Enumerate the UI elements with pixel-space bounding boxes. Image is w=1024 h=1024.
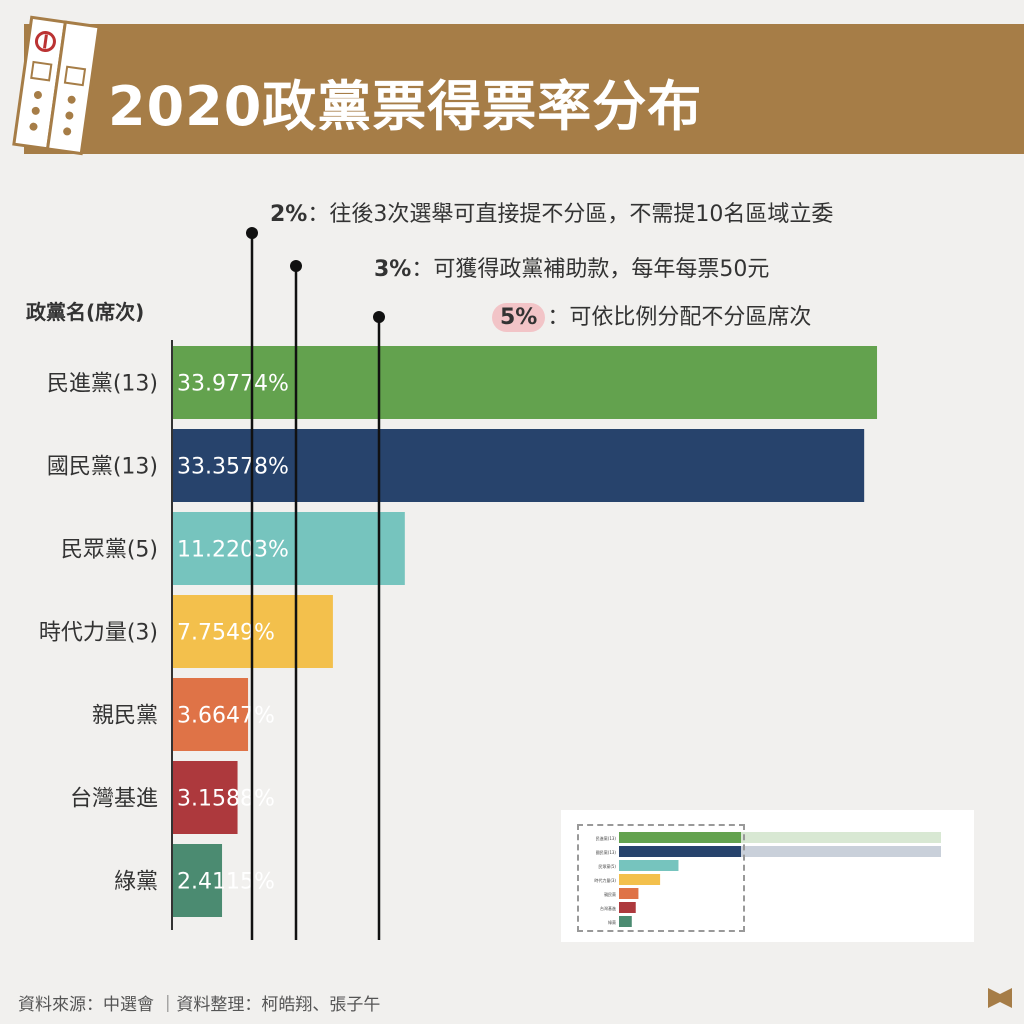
bar-2 bbox=[172, 512, 405, 585]
thumb-bar-5 bbox=[619, 902, 636, 913]
source-credit: 資料來源：中選會 ｜資料整理：柯皓翔、張子午 bbox=[18, 995, 381, 1015]
ballot-icon bbox=[12, 15, 101, 156]
value-label-4: 3.6647% bbox=[177, 704, 275, 729]
header-banner bbox=[24, 24, 1024, 154]
bar-6 bbox=[172, 844, 223, 917]
thumb-label-3: 時代力量(3) bbox=[594, 877, 616, 883]
thumb-label-5: 台灣基進 bbox=[600, 905, 616, 911]
category-label-2: 民眾黨(5) bbox=[61, 538, 158, 563]
category-label-0: 民進黨(13) bbox=[47, 372, 158, 397]
rule-pct-2: 2% bbox=[270, 202, 308, 227]
reference-dot-2 bbox=[246, 227, 258, 239]
category-label-4: 親民黨 bbox=[92, 704, 158, 729]
bar-1 bbox=[172, 429, 865, 502]
reference-dot-3 bbox=[290, 260, 302, 272]
value-label-5: 3.1588% bbox=[177, 787, 275, 812]
category-label-6: 綠黨 bbox=[114, 870, 158, 895]
value-label-3: 7.7549% bbox=[177, 621, 275, 646]
thumbnail-preview: 民進黨(13) 國民黨(13) 民眾黨(5) 時代力量(3) 親民黨台灣基進綠黨 bbox=[561, 810, 974, 942]
bar-0 bbox=[172, 346, 878, 419]
thumb-bar-1 bbox=[619, 846, 741, 857]
thumb-label-4: 親民黨 bbox=[604, 891, 616, 897]
bar-4 bbox=[172, 678, 249, 751]
value-label-0: 33.9774% bbox=[177, 372, 289, 397]
thumb-label-2: 民眾黨(5) bbox=[598, 863, 616, 869]
thumb-bar-0 bbox=[619, 832, 741, 843]
category-label-3: 時代力量(3) bbox=[39, 621, 158, 646]
thumb-bar-2 bbox=[619, 860, 679, 871]
rule-text-5: ：可依比例分配不分區席次 bbox=[547, 305, 812, 330]
thumb-label-0: 民進黨(13) bbox=[596, 835, 617, 841]
axis-title: 政黨名(席次) bbox=[26, 300, 145, 324]
rule-pct-3: 3% bbox=[374, 257, 412, 282]
reference-dot-5 bbox=[373, 311, 385, 323]
bar-5 bbox=[172, 761, 238, 834]
thumb-bar-4 bbox=[619, 888, 639, 899]
value-label-6: 2.4115% bbox=[177, 870, 275, 895]
thumb-bar-ghost-1 bbox=[619, 846, 941, 857]
thumb-bar-3 bbox=[619, 874, 661, 885]
value-label-2: 11.2203% bbox=[177, 538, 289, 563]
rule-pct-5: 5% bbox=[492, 303, 546, 332]
rule-text-2: ：往後3次選舉可直接提不分區，不需提10名區域立委 bbox=[307, 202, 834, 227]
thumb-bar-6 bbox=[619, 916, 632, 927]
thumb-label-1: 國民黨(13) bbox=[596, 849, 617, 855]
rule-text-3: ：可獲得政黨補助款，每年每票50元 bbox=[411, 257, 770, 282]
rule-note-5: 5% ：可依比例分配不分區席次 bbox=[492, 299, 811, 332]
thumb-bar-ghost-0 bbox=[619, 832, 941, 843]
page-title: 2020政黨票得票率分布 bbox=[108, 75, 703, 138]
rule-note-3: 3%：可獲得政黨補助款，每年每票50元 bbox=[374, 251, 769, 283]
brand-logo-icon bbox=[988, 988, 1012, 1008]
value-label-1: 33.3578% bbox=[177, 455, 289, 480]
category-label-1: 國民黨(13) bbox=[47, 455, 158, 480]
thumb-label-6: 綠黨 bbox=[608, 919, 616, 925]
rule-note-2: 2%：往後3次選舉可直接提不分區，不需提10名區域立委 bbox=[270, 196, 833, 228]
thumbnail-frame bbox=[577, 824, 745, 932]
category-label-5: 台灣基進 bbox=[70, 787, 158, 812]
